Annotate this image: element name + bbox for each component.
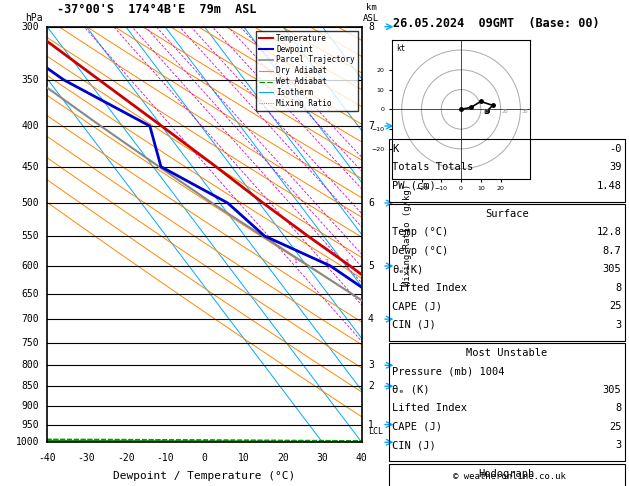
Text: 30: 30: [316, 452, 328, 463]
Text: 7: 7: [368, 121, 374, 131]
Legend: Temperature, Dewpoint, Parcel Trajectory, Dry Adiabat, Wet Adiabat, Isotherm, Mi: Temperature, Dewpoint, Parcel Trajectory…: [256, 31, 358, 111]
Text: 450: 450: [21, 162, 39, 172]
Text: Hodograph: Hodograph: [479, 469, 535, 479]
Text: -37°00'S  174°4B'E  79m  ASL: -37°00'S 174°4B'E 79m ASL: [57, 3, 257, 17]
Text: 900: 900: [21, 401, 39, 411]
Text: 6: 6: [368, 198, 374, 208]
Text: Pressure (mb) 1004: Pressure (mb) 1004: [392, 366, 504, 377]
Text: Dewp (°C): Dewp (°C): [392, 246, 448, 256]
Text: 550: 550: [21, 231, 39, 241]
Text: 300: 300: [21, 22, 39, 32]
Text: -10: -10: [156, 452, 174, 463]
Text: CIN (J): CIN (J): [392, 440, 436, 451]
Text: Most Unstable: Most Unstable: [466, 348, 547, 358]
Text: 3: 3: [615, 440, 621, 451]
Text: 650: 650: [21, 289, 39, 298]
Text: 12.8: 12.8: [596, 227, 621, 238]
Text: 400: 400: [21, 121, 39, 131]
Text: 350: 350: [21, 75, 39, 85]
Text: 950: 950: [21, 419, 39, 430]
Text: K: K: [392, 144, 398, 154]
Text: 1: 1: [293, 259, 297, 264]
Text: Dewpoint / Temperature (°C): Dewpoint / Temperature (°C): [113, 471, 296, 481]
Text: θₑ (K): θₑ (K): [392, 385, 430, 395]
Text: © weatheronline.co.uk: © weatheronline.co.uk: [453, 472, 566, 481]
Text: 1.48: 1.48: [596, 181, 621, 191]
Text: 600: 600: [21, 261, 39, 271]
Text: km
ASL: km ASL: [363, 3, 379, 22]
Text: Temp (°C): Temp (°C): [392, 227, 448, 238]
Text: Mixing Ratio (g/kg): Mixing Ratio (g/kg): [403, 183, 412, 286]
Text: 700: 700: [21, 314, 39, 324]
Text: 3: 3: [345, 259, 348, 264]
Text: 20: 20: [277, 452, 289, 463]
Text: 25: 25: [609, 422, 621, 432]
Text: 39: 39: [609, 162, 621, 173]
Text: kt: kt: [396, 44, 405, 53]
Text: Lifted Index: Lifted Index: [392, 283, 467, 293]
Text: -40: -40: [38, 452, 56, 463]
Text: Surface: Surface: [485, 209, 528, 219]
Text: 850: 850: [21, 381, 39, 391]
Text: Lifted Index: Lifted Index: [392, 403, 467, 414]
Text: 5: 5: [368, 261, 374, 271]
Text: 20: 20: [501, 109, 508, 114]
Text: CIN (J): CIN (J): [392, 320, 436, 330]
Text: -0: -0: [609, 144, 621, 154]
Text: 10: 10: [238, 452, 250, 463]
Text: 500: 500: [21, 198, 39, 208]
Text: 1000: 1000: [16, 437, 39, 447]
Text: LCL: LCL: [368, 427, 383, 436]
Text: 40: 40: [356, 452, 367, 463]
Text: 750: 750: [21, 338, 39, 348]
Text: hPa: hPa: [25, 13, 43, 22]
Text: 1: 1: [368, 419, 374, 430]
Text: 8: 8: [615, 283, 621, 293]
Text: 8: 8: [615, 403, 621, 414]
Text: 8.7: 8.7: [603, 246, 621, 256]
Text: -20: -20: [117, 452, 135, 463]
Text: 3: 3: [615, 320, 621, 330]
Text: 0: 0: [201, 452, 208, 463]
Text: 4: 4: [368, 314, 374, 324]
Text: 25: 25: [609, 301, 621, 312]
Text: CAPE (J): CAPE (J): [392, 301, 442, 312]
Text: 2: 2: [325, 259, 329, 264]
Text: 800: 800: [21, 360, 39, 370]
Text: 26.05.2024  09GMT  (Base: 00): 26.05.2024 09GMT (Base: 00): [393, 17, 599, 30]
Text: θₑ(K): θₑ(K): [392, 264, 423, 275]
Text: 8: 8: [368, 22, 374, 32]
Text: 10: 10: [482, 109, 488, 114]
Text: 30: 30: [521, 109, 528, 114]
Text: 3: 3: [368, 360, 374, 370]
Text: PW (cm): PW (cm): [392, 181, 436, 191]
Text: 305: 305: [603, 264, 621, 275]
Text: Totals Totals: Totals Totals: [392, 162, 473, 173]
Text: CAPE (J): CAPE (J): [392, 422, 442, 432]
Text: 305: 305: [603, 385, 621, 395]
Text: 2: 2: [368, 381, 374, 391]
Text: -30: -30: [77, 452, 96, 463]
